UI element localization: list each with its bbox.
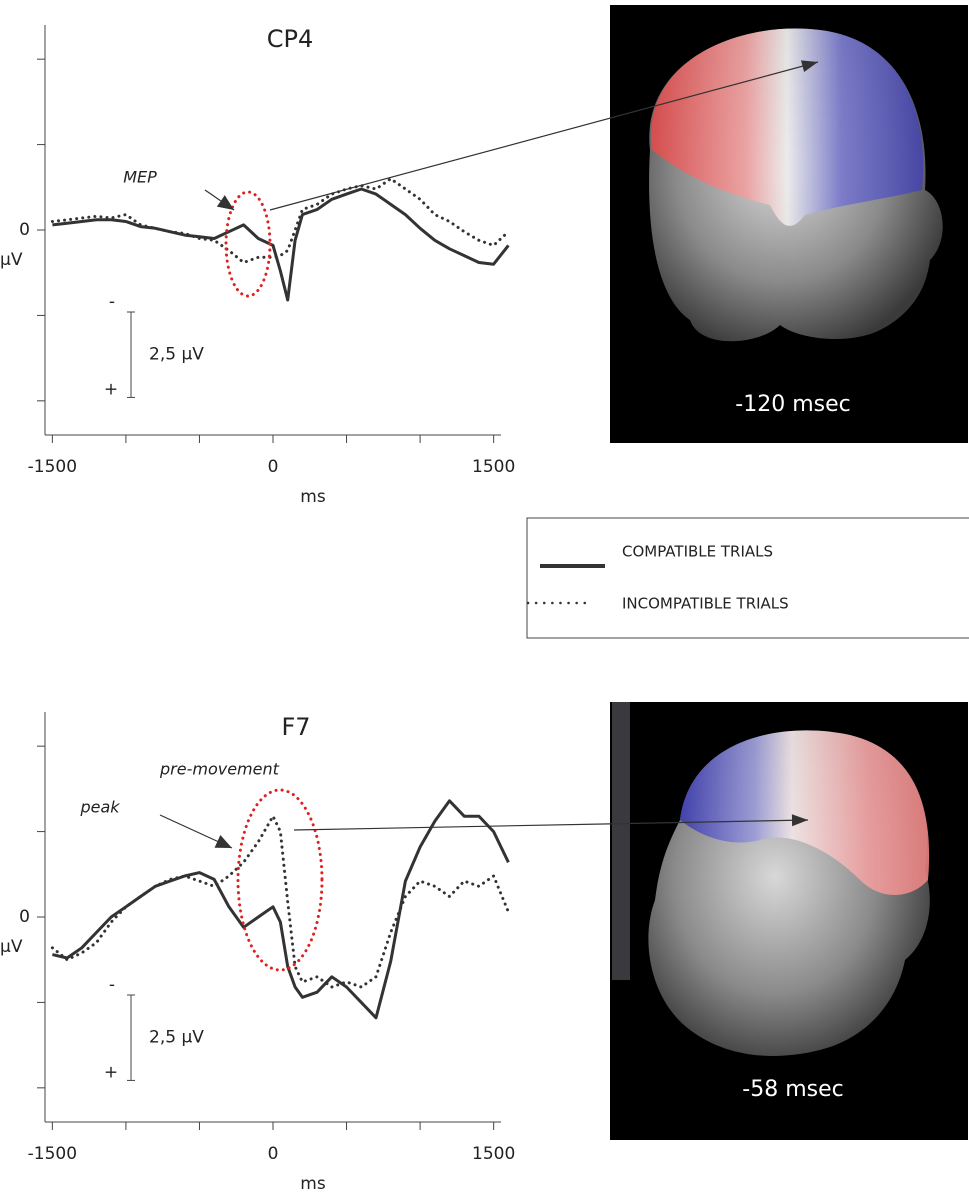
x-tick-label: -1500 bbox=[28, 1144, 77, 1164]
annotation: peak bbox=[79, 798, 120, 817]
legend-label: COMPATIBLE TRIALS bbox=[622, 543, 773, 561]
legend: COMPATIBLE TRIALS INCOMPATIBLE TRIALS bbox=[526, 517, 969, 639]
x-tick-label: -1500 bbox=[28, 457, 77, 477]
arrow-head bbox=[214, 834, 232, 848]
image-label: -120 msec bbox=[735, 392, 850, 417]
x-tick-label: 0 bbox=[268, 457, 279, 477]
solid-trace bbox=[52, 187, 510, 302]
head-image bbox=[610, 5, 968, 443]
annotation: MEP bbox=[123, 168, 157, 187]
pointer-line bbox=[293, 819, 809, 831]
y-axis-label: µV bbox=[0, 250, 23, 270]
annotation: pre-movement bbox=[159, 760, 280, 779]
x-tick-label: 1500 bbox=[472, 1144, 515, 1164]
scale-bar-sign: - bbox=[109, 975, 115, 995]
dotted-trace bbox=[50, 814, 510, 989]
y-tick-label: 0 bbox=[19, 907, 30, 927]
head-image bbox=[610, 702, 968, 1140]
y-axis-label: µV bbox=[0, 937, 23, 957]
x-tick-label: 1500 bbox=[472, 457, 515, 477]
y-tick-label: 0 bbox=[19, 220, 30, 240]
scale-bar-label: 2,5 µV bbox=[149, 345, 204, 365]
chart-title: F7 bbox=[281, 713, 310, 741]
pointer-line bbox=[269, 61, 819, 211]
solid-trace bbox=[52, 799, 510, 1020]
legend-label: INCOMPATIBLE TRIALS bbox=[622, 595, 789, 613]
scale-bar-sign: + bbox=[104, 379, 118, 399]
x-axis-label: ms bbox=[300, 1174, 326, 1192]
arrow-head bbox=[216, 195, 234, 210]
scale-bar-sign: - bbox=[109, 292, 115, 312]
scale-bar-sign: + bbox=[104, 1062, 118, 1082]
highlight-ellipse bbox=[224, 190, 272, 298]
x-tick-label: 0 bbox=[268, 1144, 279, 1164]
image-label: -58 msec bbox=[742, 1077, 843, 1102]
arrow-head bbox=[791, 814, 808, 827]
chart-title: CP4 bbox=[267, 25, 314, 53]
scale-bar-label: 2,5 µV bbox=[149, 1028, 204, 1048]
x-axis-label: ms bbox=[300, 487, 326, 507]
dotted-trace bbox=[50, 177, 510, 264]
arrow-head bbox=[800, 60, 818, 72]
highlight-ellipse bbox=[236, 788, 324, 972]
